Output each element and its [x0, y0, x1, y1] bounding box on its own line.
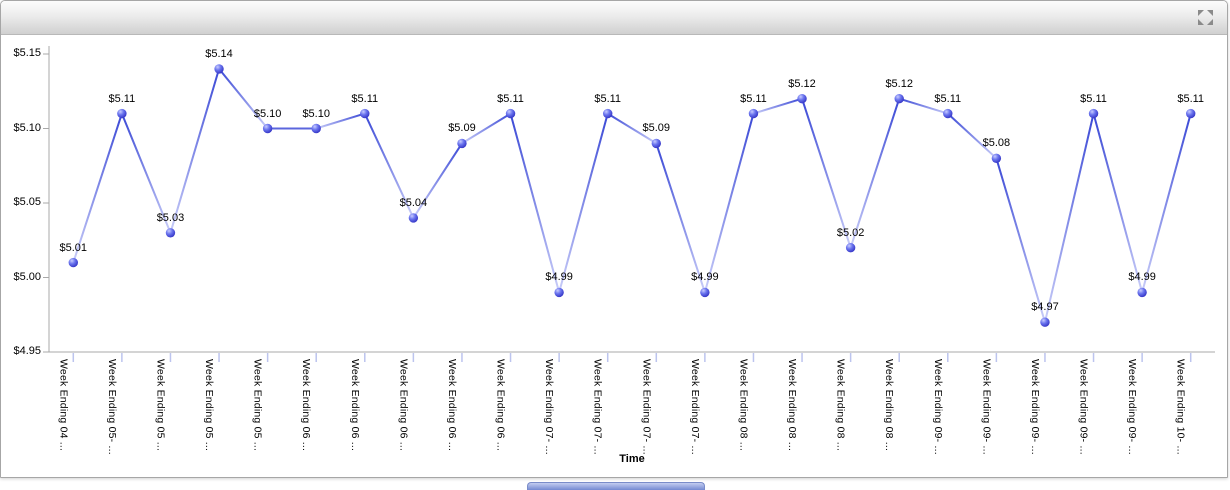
data-point-marker[interactable] — [554, 287, 564, 298]
line-segment — [412, 142, 463, 219]
line-segment — [218, 67, 269, 130]
data-point-marker[interactable] — [311, 123, 321, 134]
line-segment — [606, 112, 658, 145]
line-segment — [703, 112, 755, 294]
data-point-marker[interactable] — [117, 108, 127, 119]
data-point-marker[interactable] — [408, 213, 419, 223]
data-point-marker[interactable] — [214, 64, 224, 74]
data-point-marker[interactable] — [700, 287, 710, 298]
partial-panel-below — [527, 482, 705, 490]
dashboard-chart-window: $5.15 $5.10 $5.05 $5.00 $4.95 Week Ending 04 … — [0, 0, 1228, 478]
data-point-marker[interactable] — [603, 108, 613, 119]
line-segment — [509, 112, 561, 294]
data-point-marker[interactable] — [1088, 108, 1099, 119]
line-segment — [460, 112, 512, 145]
data-point-marker[interactable] — [894, 94, 904, 104]
line-segment — [801, 97, 852, 249]
data-point-marker[interactable] — [1186, 108, 1196, 119]
line-segment — [995, 157, 1046, 324]
line-segment — [655, 142, 706, 294]
data-point-marker[interactable] — [165, 228, 176, 238]
expand-arrows-glyph — [1198, 10, 1213, 25]
data-point-marker[interactable] — [845, 243, 856, 253]
data-point-marker[interactable] — [943, 108, 953, 119]
line-segment — [120, 112, 172, 234]
line-segment — [558, 112, 609, 294]
data-point-marker[interactable] — [797, 94, 807, 104]
data-point-marker[interactable] — [505, 108, 516, 119]
line-chart-plot — [43, 46, 1215, 362]
data-point-marker[interactable] — [1137, 287, 1147, 298]
line-segment — [169, 67, 221, 234]
data-point-marker[interactable] — [360, 108, 370, 119]
line-segment — [898, 97, 949, 115]
component-titlebar — [1, 1, 1227, 35]
line-segment — [849, 97, 901, 249]
line-segment — [315, 112, 366, 130]
line-segment — [72, 112, 123, 264]
line-segment — [1043, 112, 1095, 324]
data-point-marker[interactable] — [651, 138, 661, 149]
line-segment — [946, 112, 998, 160]
line-segment — [752, 97, 804, 115]
line-segment — [1141, 112, 1192, 294]
data-point-marker[interactable] — [68, 257, 78, 268]
data-point-marker[interactable] — [457, 138, 467, 149]
expand-icon[interactable] — [1198, 10, 1213, 25]
line-segment — [1092, 112, 1144, 294]
data-point-marker[interactable] — [748, 108, 759, 119]
x-axis-title: Time — [619, 453, 645, 465]
data-point-marker[interactable] — [991, 153, 1002, 163]
data-point-marker[interactable] — [262, 123, 273, 134]
line-segment — [363, 112, 415, 219]
data-point-marker[interactable] — [1040, 317, 1050, 327]
